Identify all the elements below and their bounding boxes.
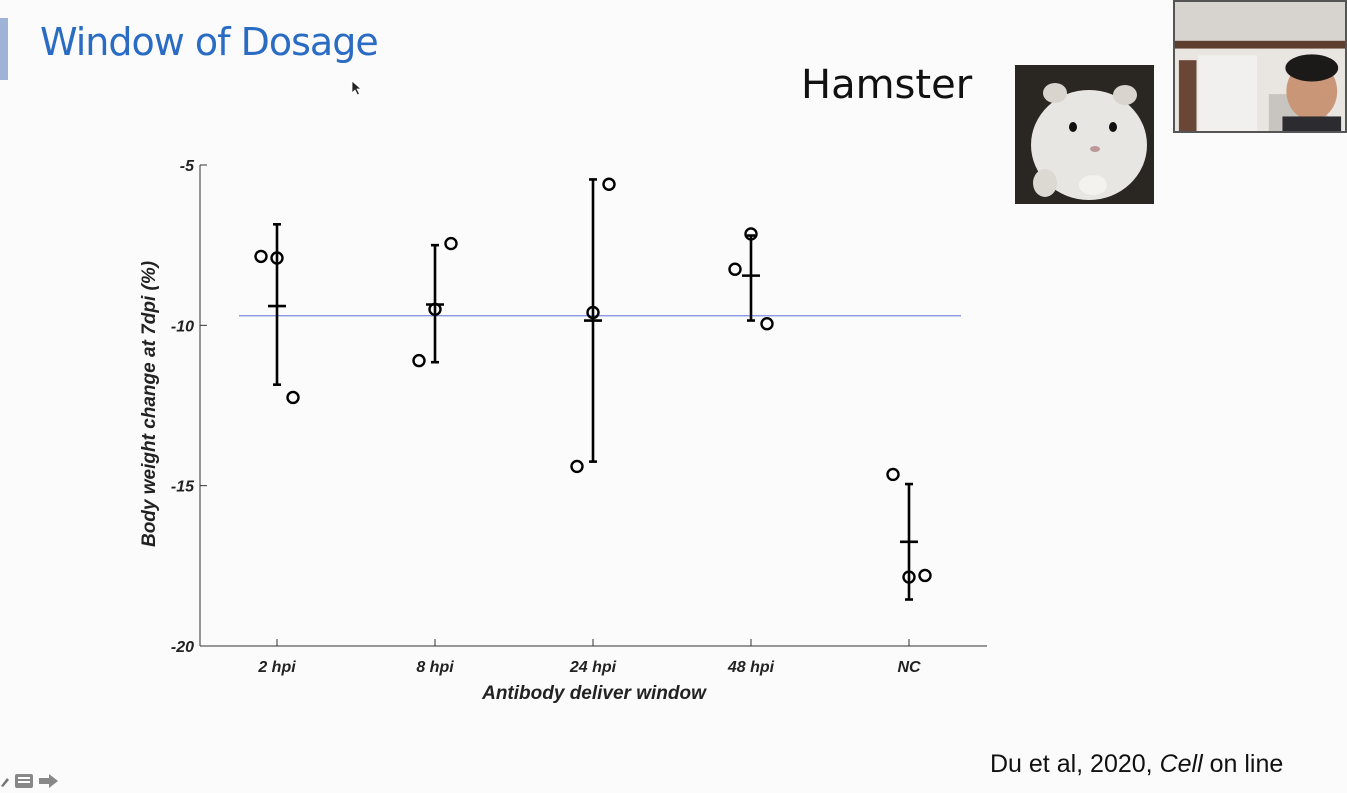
- data-point: [286, 390, 300, 405]
- x-tick-label: NC: [897, 659, 921, 676]
- citation-suffix: on line: [1202, 750, 1284, 778]
- data-point: [744, 227, 758, 241]
- data-point: [728, 262, 742, 276]
- data-point: [918, 568, 932, 583]
- y-axis-title: Body weight change at 7dpi (%): [139, 261, 160, 547]
- data-point: [886, 467, 900, 482]
- citation: Du et al, 2020, Cell on line: [990, 750, 1283, 779]
- cursor-arrow-icon: [351, 80, 363, 96]
- y-tick-label: -20: [171, 639, 194, 656]
- citation-authors: Du et al, 2020,: [990, 750, 1160, 778]
- data-point: [412, 353, 426, 368]
- data-point: [602, 177, 616, 191]
- y-tick-label: -5: [180, 158, 195, 175]
- slide-title: Window of Dosage: [40, 20, 379, 64]
- hamster-photo: [1015, 65, 1154, 204]
- x-tick-label: 2 hpi: [257, 659, 296, 676]
- x-tick-label: 8 hpi: [416, 659, 454, 676]
- slide-controls: [0, 770, 60, 792]
- next-arrow-icon[interactable]: [38, 773, 60, 789]
- data-point: [428, 302, 442, 316]
- pen-icon[interactable]: [0, 774, 10, 788]
- data-point: [570, 459, 584, 474]
- x-axis-title: Antibody deliver window: [481, 683, 707, 704]
- data-point: [270, 251, 284, 265]
- data-point: [254, 249, 268, 264]
- x-tick-label: 24 hpi: [569, 659, 617, 676]
- y-tick-label: -10: [171, 318, 194, 335]
- data-point: [586, 305, 600, 320]
- webcam-thumbnail: [1173, 0, 1347, 133]
- data-point: [760, 317, 774, 331]
- x-tick-label: 48 hpi: [727, 659, 775, 676]
- species-label: Hamster: [801, 62, 973, 108]
- title-accent-bar: [0, 18, 8, 80]
- data-point: [444, 236, 458, 251]
- y-tick-label: -15: [171, 479, 195, 496]
- citation-journal: Cell: [1159, 750, 1203, 778]
- data-point: [902, 570, 916, 584]
- notes-icon[interactable]: [14, 773, 34, 789]
